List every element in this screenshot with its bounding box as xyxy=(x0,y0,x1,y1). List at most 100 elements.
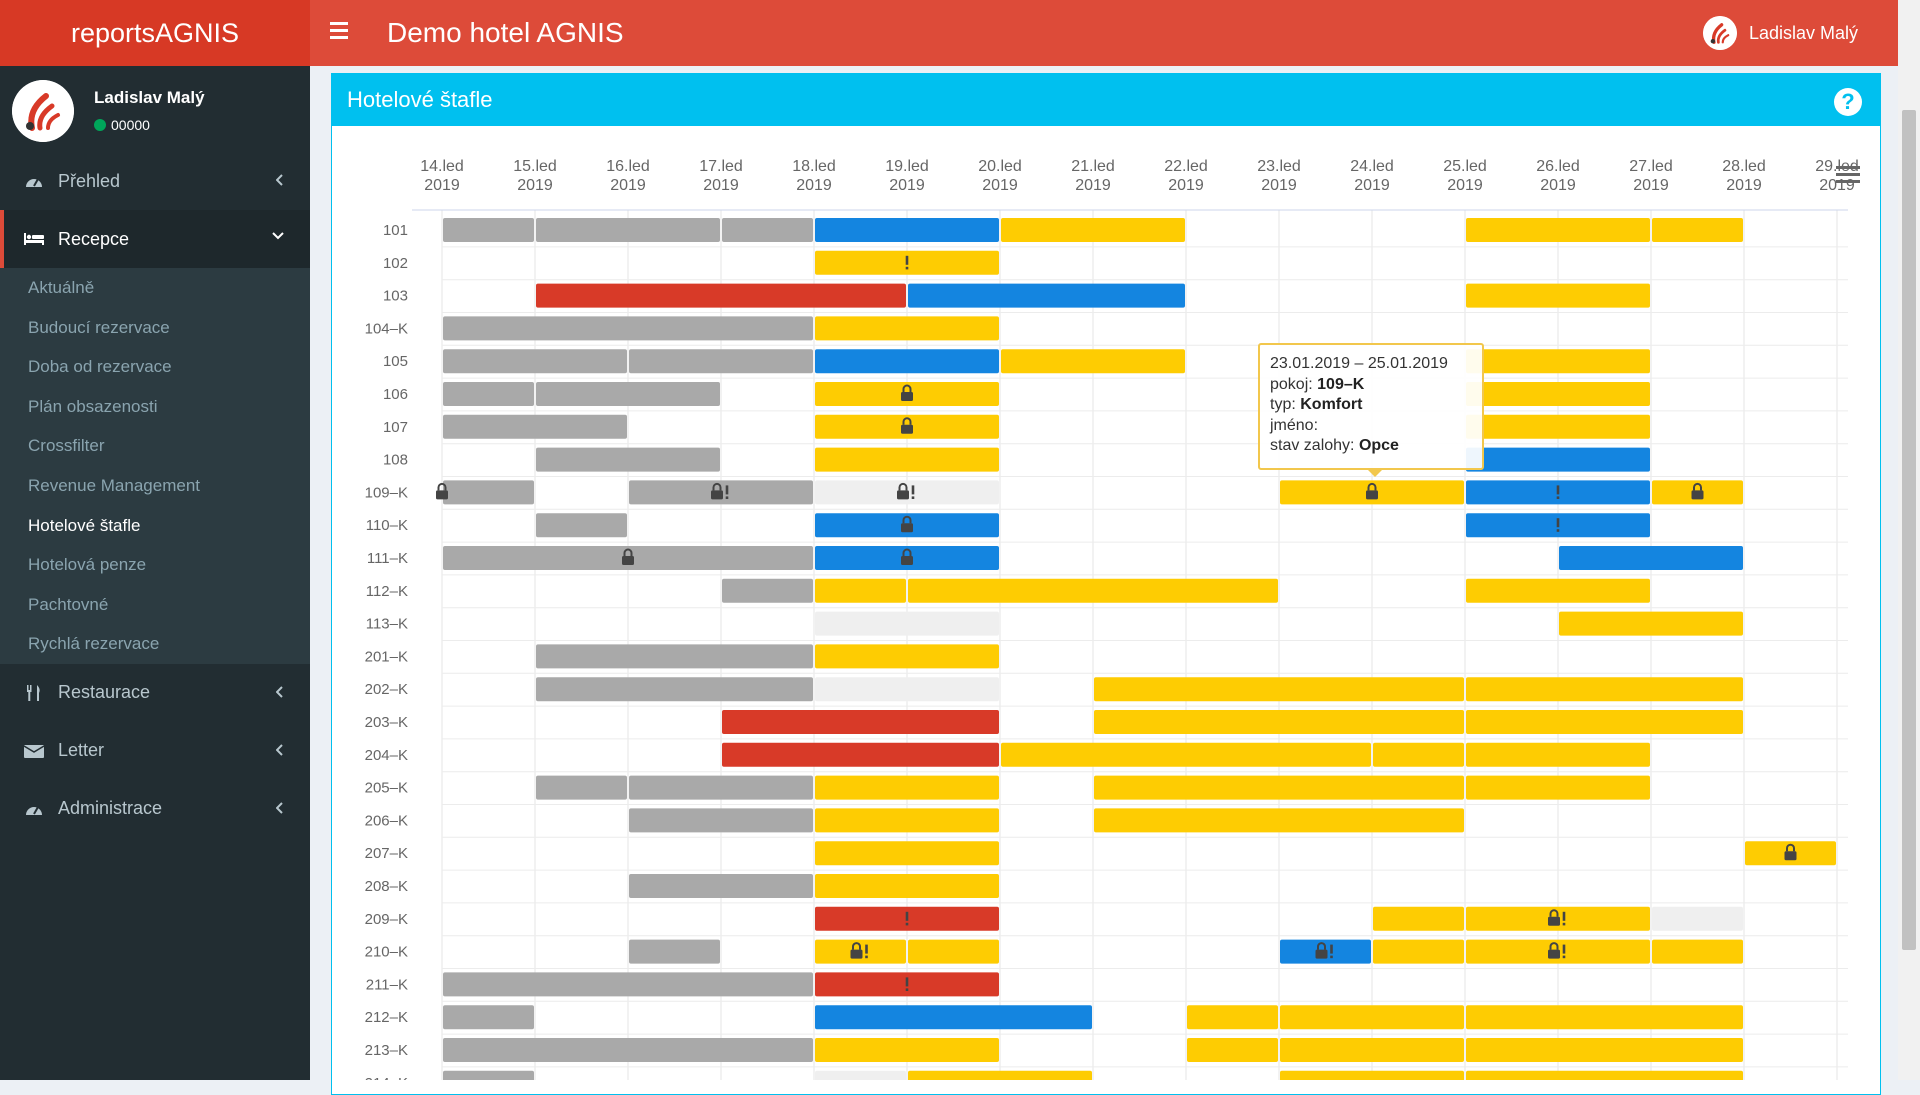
reservation-bar[interactable] xyxy=(1466,775,1650,800)
reservation-bar[interactable] xyxy=(722,218,813,242)
reservation-bar[interactable] xyxy=(1466,513,1650,538)
reservation-bar[interactable] xyxy=(629,349,813,374)
reservation-bar[interactable] xyxy=(1466,1038,1743,1062)
reservation-bar[interactable] xyxy=(815,677,999,702)
reservation-bar[interactable] xyxy=(815,841,999,866)
reservation-bar[interactable] xyxy=(815,349,999,374)
sidebar-subitem-crossfilter[interactable]: Crossfilter xyxy=(28,436,105,456)
reservation-bar[interactable] xyxy=(1559,611,1743,636)
reservation-bar[interactable] xyxy=(629,480,813,505)
reservation-bar[interactable] xyxy=(815,316,999,341)
reservation-bar[interactable] xyxy=(1466,742,1650,767)
sidebar-subitem-hotelova-penze[interactable]: Hotelová penze xyxy=(28,555,147,575)
reservation-bar[interactable] xyxy=(443,546,813,570)
reservation-bar[interactable] xyxy=(629,874,813,898)
reservation-bar[interactable] xyxy=(815,1070,906,1080)
reservation-bar[interactable] xyxy=(1466,283,1650,308)
sidebar-item-administrace[interactable]: Administrace xyxy=(0,780,310,838)
sidebar-item-restaurace[interactable]: Restaurace xyxy=(0,664,310,722)
reservation-bar[interactable] xyxy=(1280,480,1464,505)
app-logo[interactable]: reportsAGNIS xyxy=(0,0,310,66)
reservation-bar[interactable] xyxy=(536,218,720,242)
reservation-bar[interactable] xyxy=(1094,710,1464,734)
reservation-bar[interactable] xyxy=(908,1070,1092,1080)
sidebar-subitem-pachtovne[interactable]: Pachtovné xyxy=(28,594,109,614)
reservation-bar[interactable] xyxy=(536,382,720,406)
reservation-bar[interactable] xyxy=(815,906,999,931)
reservation-bar[interactable] xyxy=(908,578,1278,603)
reservation-bar[interactable] xyxy=(1373,742,1464,767)
reservation-bar[interactable] xyxy=(1187,1005,1278,1030)
reservation-bar[interactable] xyxy=(443,1005,534,1030)
help-icon[interactable]: ? xyxy=(1834,88,1862,116)
reservation-bar[interactable] xyxy=(443,218,534,242)
reservation-bar[interactable] xyxy=(815,1005,1092,1030)
reservation-bar[interactable] xyxy=(1466,1070,1743,1080)
reservation-bar[interactable] xyxy=(1466,447,1650,472)
reservation-bar[interactable] xyxy=(815,874,999,898)
reservation-bar[interactable] xyxy=(443,414,627,439)
sidebar-item-recepce[interactable]: Recepce xyxy=(0,210,310,268)
sidebar-subitem-revenue-management[interactable]: Revenue Management xyxy=(28,475,201,495)
reservation-bar[interactable] xyxy=(815,972,999,997)
reservation-bar[interactable] xyxy=(815,578,906,603)
reservation-bar[interactable] xyxy=(443,349,627,374)
reservation-bar[interactable] xyxy=(815,546,999,570)
reservation-bar[interactable] xyxy=(815,414,999,439)
reservation-bar[interactable] xyxy=(536,447,720,472)
user-menu[interactable]: Ladislav Malý xyxy=(1702,0,1858,66)
sidebar-subitem-budouci-rezervace[interactable]: Budoucí rezervace xyxy=(28,317,170,337)
reservation-bar[interactable] xyxy=(1559,546,1743,570)
page-scrollbar[interactable] xyxy=(1898,0,1920,1080)
reservation-bar[interactable] xyxy=(815,808,999,833)
reservation-bar[interactable] xyxy=(1652,480,1743,505)
reservation-bar[interactable] xyxy=(1466,1005,1743,1030)
reservation-bar[interactable] xyxy=(1745,841,1836,866)
reservation-bar[interactable] xyxy=(815,250,999,275)
reservation-bar[interactable] xyxy=(1466,218,1650,242)
sidebar-subitem-hotelove-stafle[interactable]: Hotelové štafle xyxy=(28,515,141,535)
chart-menu-icon[interactable] xyxy=(1836,166,1860,183)
sidebar-subitem-doba-od-rezervace[interactable]: Doba od rezervace xyxy=(28,357,172,377)
reservation-bar[interactable] xyxy=(443,972,813,997)
sidebar-item-prehled[interactable]: Přehled xyxy=(0,152,310,210)
reservation-bar[interactable] xyxy=(815,1038,999,1062)
reservation-bar[interactable] xyxy=(1466,480,1650,505)
reservation-bar[interactable] xyxy=(536,677,813,702)
reservation-bar[interactable] xyxy=(1652,218,1743,242)
reservation-bar[interactable] xyxy=(629,808,813,833)
reservation-bar[interactable] xyxy=(1466,578,1650,603)
reservation-bar[interactable] xyxy=(815,775,999,800)
scrollbar-thumb[interactable] xyxy=(1902,110,1916,950)
reservation-bar[interactable] xyxy=(1001,742,1371,767)
reservation-bar[interactable] xyxy=(1466,382,1650,406)
sidebar-subitem-plan-obsazenosti[interactable]: Plán obsazenosti xyxy=(28,396,158,416)
reservation-bar[interactable] xyxy=(1373,906,1464,931)
reservation-bar[interactable] xyxy=(1280,939,1371,964)
reservation-bar[interactable] xyxy=(1652,939,1743,964)
reservation-bar[interactable] xyxy=(629,775,813,800)
reservation-bar[interactable] xyxy=(629,939,720,964)
reservation-bar[interactable] xyxy=(722,578,813,603)
reservation-bar[interactable] xyxy=(1001,349,1185,374)
reservation-bar[interactable] xyxy=(1187,1038,1278,1062)
reservation-bar[interactable] xyxy=(815,939,906,964)
reservation-bar[interactable] xyxy=(436,480,534,505)
reservation-bar[interactable] xyxy=(908,939,999,964)
reservation-bar[interactable] xyxy=(536,775,627,800)
hamburger-icon[interactable] xyxy=(330,22,348,43)
sidebar-subitem-aktualne[interactable]: Aktuálně xyxy=(28,278,95,297)
reservation-bar[interactable] xyxy=(815,447,999,472)
reservation-bar[interactable] xyxy=(722,710,999,734)
reservation-bar[interactable] xyxy=(815,480,999,505)
reservation-bar[interactable] xyxy=(443,1070,534,1080)
reservation-bar[interactable] xyxy=(1001,218,1185,242)
reservation-bar[interactable] xyxy=(536,283,906,308)
reservation-bar[interactable] xyxy=(815,611,999,636)
reservation-bar[interactable] xyxy=(815,218,999,242)
reservation-bar[interactable] xyxy=(1652,906,1743,931)
reservation-bar[interactable] xyxy=(722,742,999,767)
reservation-bar[interactable] xyxy=(1466,710,1743,734)
reservation-bar[interactable] xyxy=(815,644,999,669)
reservation-bar[interactable] xyxy=(1094,808,1464,833)
